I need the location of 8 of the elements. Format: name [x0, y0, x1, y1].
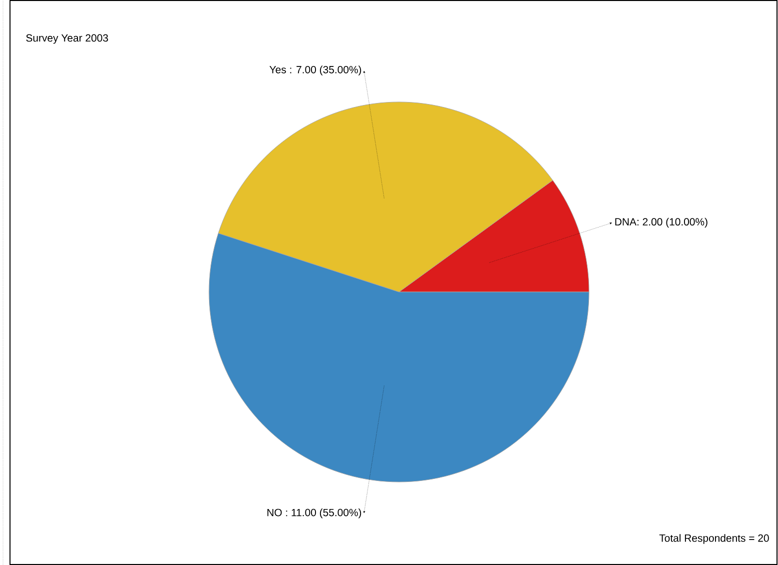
data-label: : 2.00 (10.00%)	[637, 218, 708, 228]
data-label: : 7.00 (35.00%)	[290, 66, 362, 76]
text: Total Respondents = 20	[659, 534, 769, 544]
data-label: : 11.00 (55.00%)	[286, 508, 362, 518]
slice-label: Yes	[270, 66, 286, 74]
text: Survey Year 2003	[26, 34, 108, 44]
slice-label: DNA	[615, 218, 636, 226]
slice-label: NO	[267, 508, 282, 516]
